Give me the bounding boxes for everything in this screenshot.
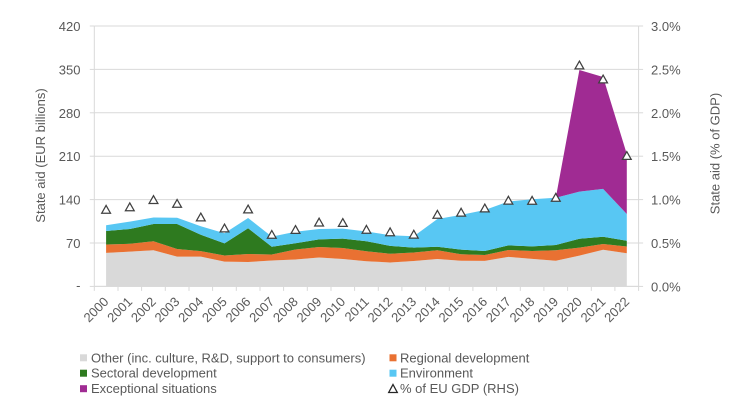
- svg-text:1.0%: 1.0%: [651, 193, 681, 208]
- svg-text:140: 140: [59, 193, 81, 208]
- svg-text:350: 350: [59, 62, 81, 77]
- svg-text:% of EU GDP (RHS): % of EU GDP (RHS): [400, 381, 519, 396]
- svg-text:Sectoral development: Sectoral development: [91, 366, 217, 381]
- svg-text:280: 280: [59, 106, 81, 121]
- svg-text:Exceptional situations: Exceptional situations: [91, 381, 217, 396]
- svg-text:2.5%: 2.5%: [651, 62, 681, 77]
- svg-text:State aid (% of GDP): State aid (% of GDP): [708, 93, 723, 214]
- svg-text:210: 210: [59, 149, 81, 164]
- svg-text:1.5%: 1.5%: [651, 149, 681, 164]
- svg-text:Regional development: Regional development: [400, 350, 530, 365]
- svg-text:0.0%: 0.0%: [651, 279, 681, 294]
- svg-text:State aid (EUR billions): State aid (EUR billions): [33, 88, 48, 222]
- svg-text:Environment: Environment: [400, 366, 473, 381]
- svg-text:Other (inc. culture, R&D, supp: Other (inc. culture, R&D, support to con…: [91, 350, 366, 365]
- svg-text:3.0%: 3.0%: [651, 19, 681, 34]
- svg-text:0.5%: 0.5%: [651, 236, 681, 251]
- svg-text:420: 420: [59, 19, 81, 34]
- svg-text:-: -: [76, 278, 80, 293]
- svg-text:70: 70: [66, 236, 80, 251]
- svg-text:2.0%: 2.0%: [651, 106, 681, 121]
